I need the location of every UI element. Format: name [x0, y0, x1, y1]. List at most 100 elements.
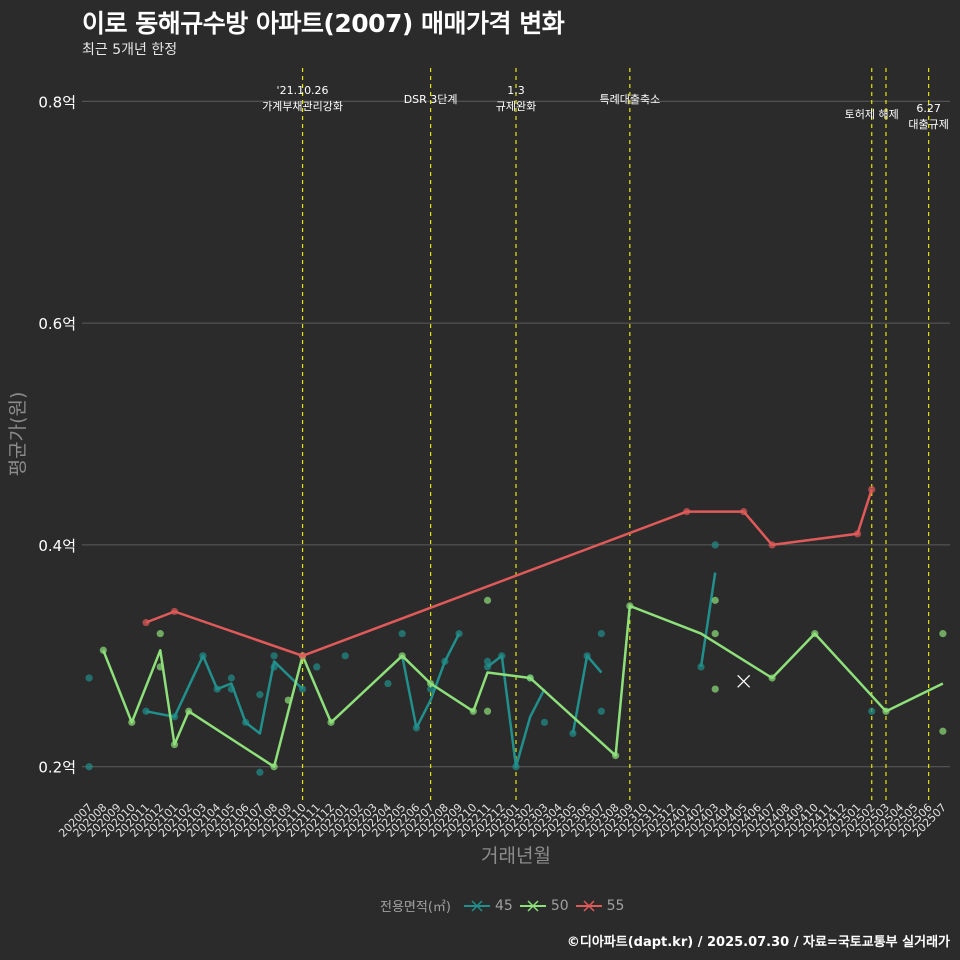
legend-label-50: 50 [550, 897, 569, 914]
data-point-50 [612, 752, 620, 760]
legend-55-swatch-icon [575, 899, 602, 912]
data-point-55 [683, 508, 691, 516]
series-line-55 [145, 489, 873, 658]
data-point-45 [583, 652, 591, 660]
data-point-45 [298, 685, 307, 693]
data-point-45 [427, 685, 435, 693]
series-line-45 [699, 572, 717, 668]
event-label: 토허제 해제 [845, 107, 899, 121]
data-point-50 [99, 646, 107, 654]
y-tick-label: 0.6억 [38, 315, 76, 333]
data-point-45 [199, 652, 207, 660]
event-label: 대출규제 [908, 118, 948, 131]
data-point-50 [711, 685, 719, 693]
data-point-45 [270, 652, 278, 660]
data-point-45 [213, 685, 221, 693]
y-tick-label: 0.8억 [38, 93, 76, 111]
data-point-45 [498, 652, 506, 660]
data-point-50 [526, 674, 534, 682]
data-point-45 [697, 663, 705, 671]
data-point-45 [256, 691, 264, 699]
chart-subtitle: 최근 5개년 한정 [82, 42, 178, 58]
data-point-45 [242, 718, 250, 726]
data-point-55 [768, 541, 776, 549]
y-axis-title: 평균가(원) [7, 392, 29, 477]
legend-label-55: 55 [606, 897, 625, 914]
data-point-55 [298, 652, 307, 660]
data-point-55 [740, 508, 748, 516]
data-point-50 [469, 707, 477, 715]
legend-item-50[interactable]: 50 [519, 898, 569, 914]
cross-marker [737, 674, 751, 688]
event-label: 특례대출축소 [599, 93, 660, 106]
legend: 전용면적(㎡) 45 50 55 [380, 896, 625, 916]
data-point-45 [569, 729, 577, 738]
data-point-50 [483, 596, 492, 604]
data-point-45 [597, 707, 605, 715]
data-point-50 [811, 630, 819, 638]
data-point-45 [85, 674, 93, 682]
data-point-50 [768, 674, 776, 682]
data-point-45 [441, 657, 449, 665]
data-point-45 [597, 630, 605, 638]
data-point-50 [156, 663, 164, 671]
data-point-45 [512, 763, 520, 771]
legend-item-45[interactable]: 45 [463, 898, 513, 914]
data-point-45 [384, 679, 392, 688]
data-point-55 [868, 485, 876, 494]
series-55 [142, 485, 876, 660]
legend-title: 전용면적(㎡) [380, 900, 451, 915]
data-point-50 [939, 727, 947, 735]
data-point-50 [270, 763, 278, 771]
data-point-50 [711, 630, 719, 638]
data-point-45 [227, 685, 236, 693]
event-label: 가계부채관리강화 [262, 100, 343, 113]
series-line-50 [102, 604, 944, 768]
data-point-45 [412, 724, 420, 732]
data-point-50 [483, 707, 492, 715]
data-point-50 [185, 707, 193, 715]
series-45 [85, 541, 876, 776]
event-label: DSR 3단계 [404, 93, 458, 106]
data-point-45 [868, 707, 876, 715]
data-point-50 [882, 707, 890, 715]
data-point-45 [227, 674, 236, 682]
source-caption: ©디아파트(dapt.kr) / 2025.07.30 / 자료=국토교통부 실… [566, 935, 950, 950]
data-point-45 [483, 663, 492, 671]
data-point-45 [313, 663, 321, 671]
data-point-50 [626, 602, 634, 610]
data-point-45 [540, 718, 549, 726]
event-label: 1.3 [507, 84, 525, 97]
data-point-45 [85, 763, 93, 771]
data-point-55 [853, 530, 862, 538]
x-axis-title: 거래년월 [481, 845, 551, 867]
data-point-50 [284, 696, 292, 704]
legend-item-55[interactable]: 55 [575, 897, 625, 914]
data-point-50 [939, 630, 947, 638]
data-point-50 [327, 718, 335, 726]
data-point-50 [711, 596, 719, 604]
event-label: 6.27 [916, 102, 941, 115]
legend-50-swatch-icon [519, 899, 546, 912]
series-50 [99, 596, 947, 771]
data-point-55 [142, 618, 150, 627]
series-line-45 [400, 633, 461, 730]
data-point-55 [170, 607, 179, 616]
series-line-45 [145, 654, 304, 735]
data-point-45 [455, 630, 463, 638]
data-point-45 [256, 768, 264, 776]
data-point-45 [170, 713, 179, 721]
legend-45-swatch-icon [463, 899, 490, 912]
chart-title: 이로 동해규수방 아파트(2007) 매매가격 변화 [82, 9, 565, 38]
data-point-45 [142, 707, 150, 715]
data-point-50 [128, 718, 136, 726]
data-point-45 [341, 652, 349, 660]
data-point-45 [711, 541, 719, 549]
data-point-50 [156, 630, 164, 638]
data-point-50 [427, 679, 435, 688]
data-point-45 [398, 630, 406, 638]
y-tick-label: 0.4억 [38, 537, 76, 555]
y-tick-label: 0.2억 [38, 759, 76, 777]
data-point-45 [270, 663, 278, 671]
